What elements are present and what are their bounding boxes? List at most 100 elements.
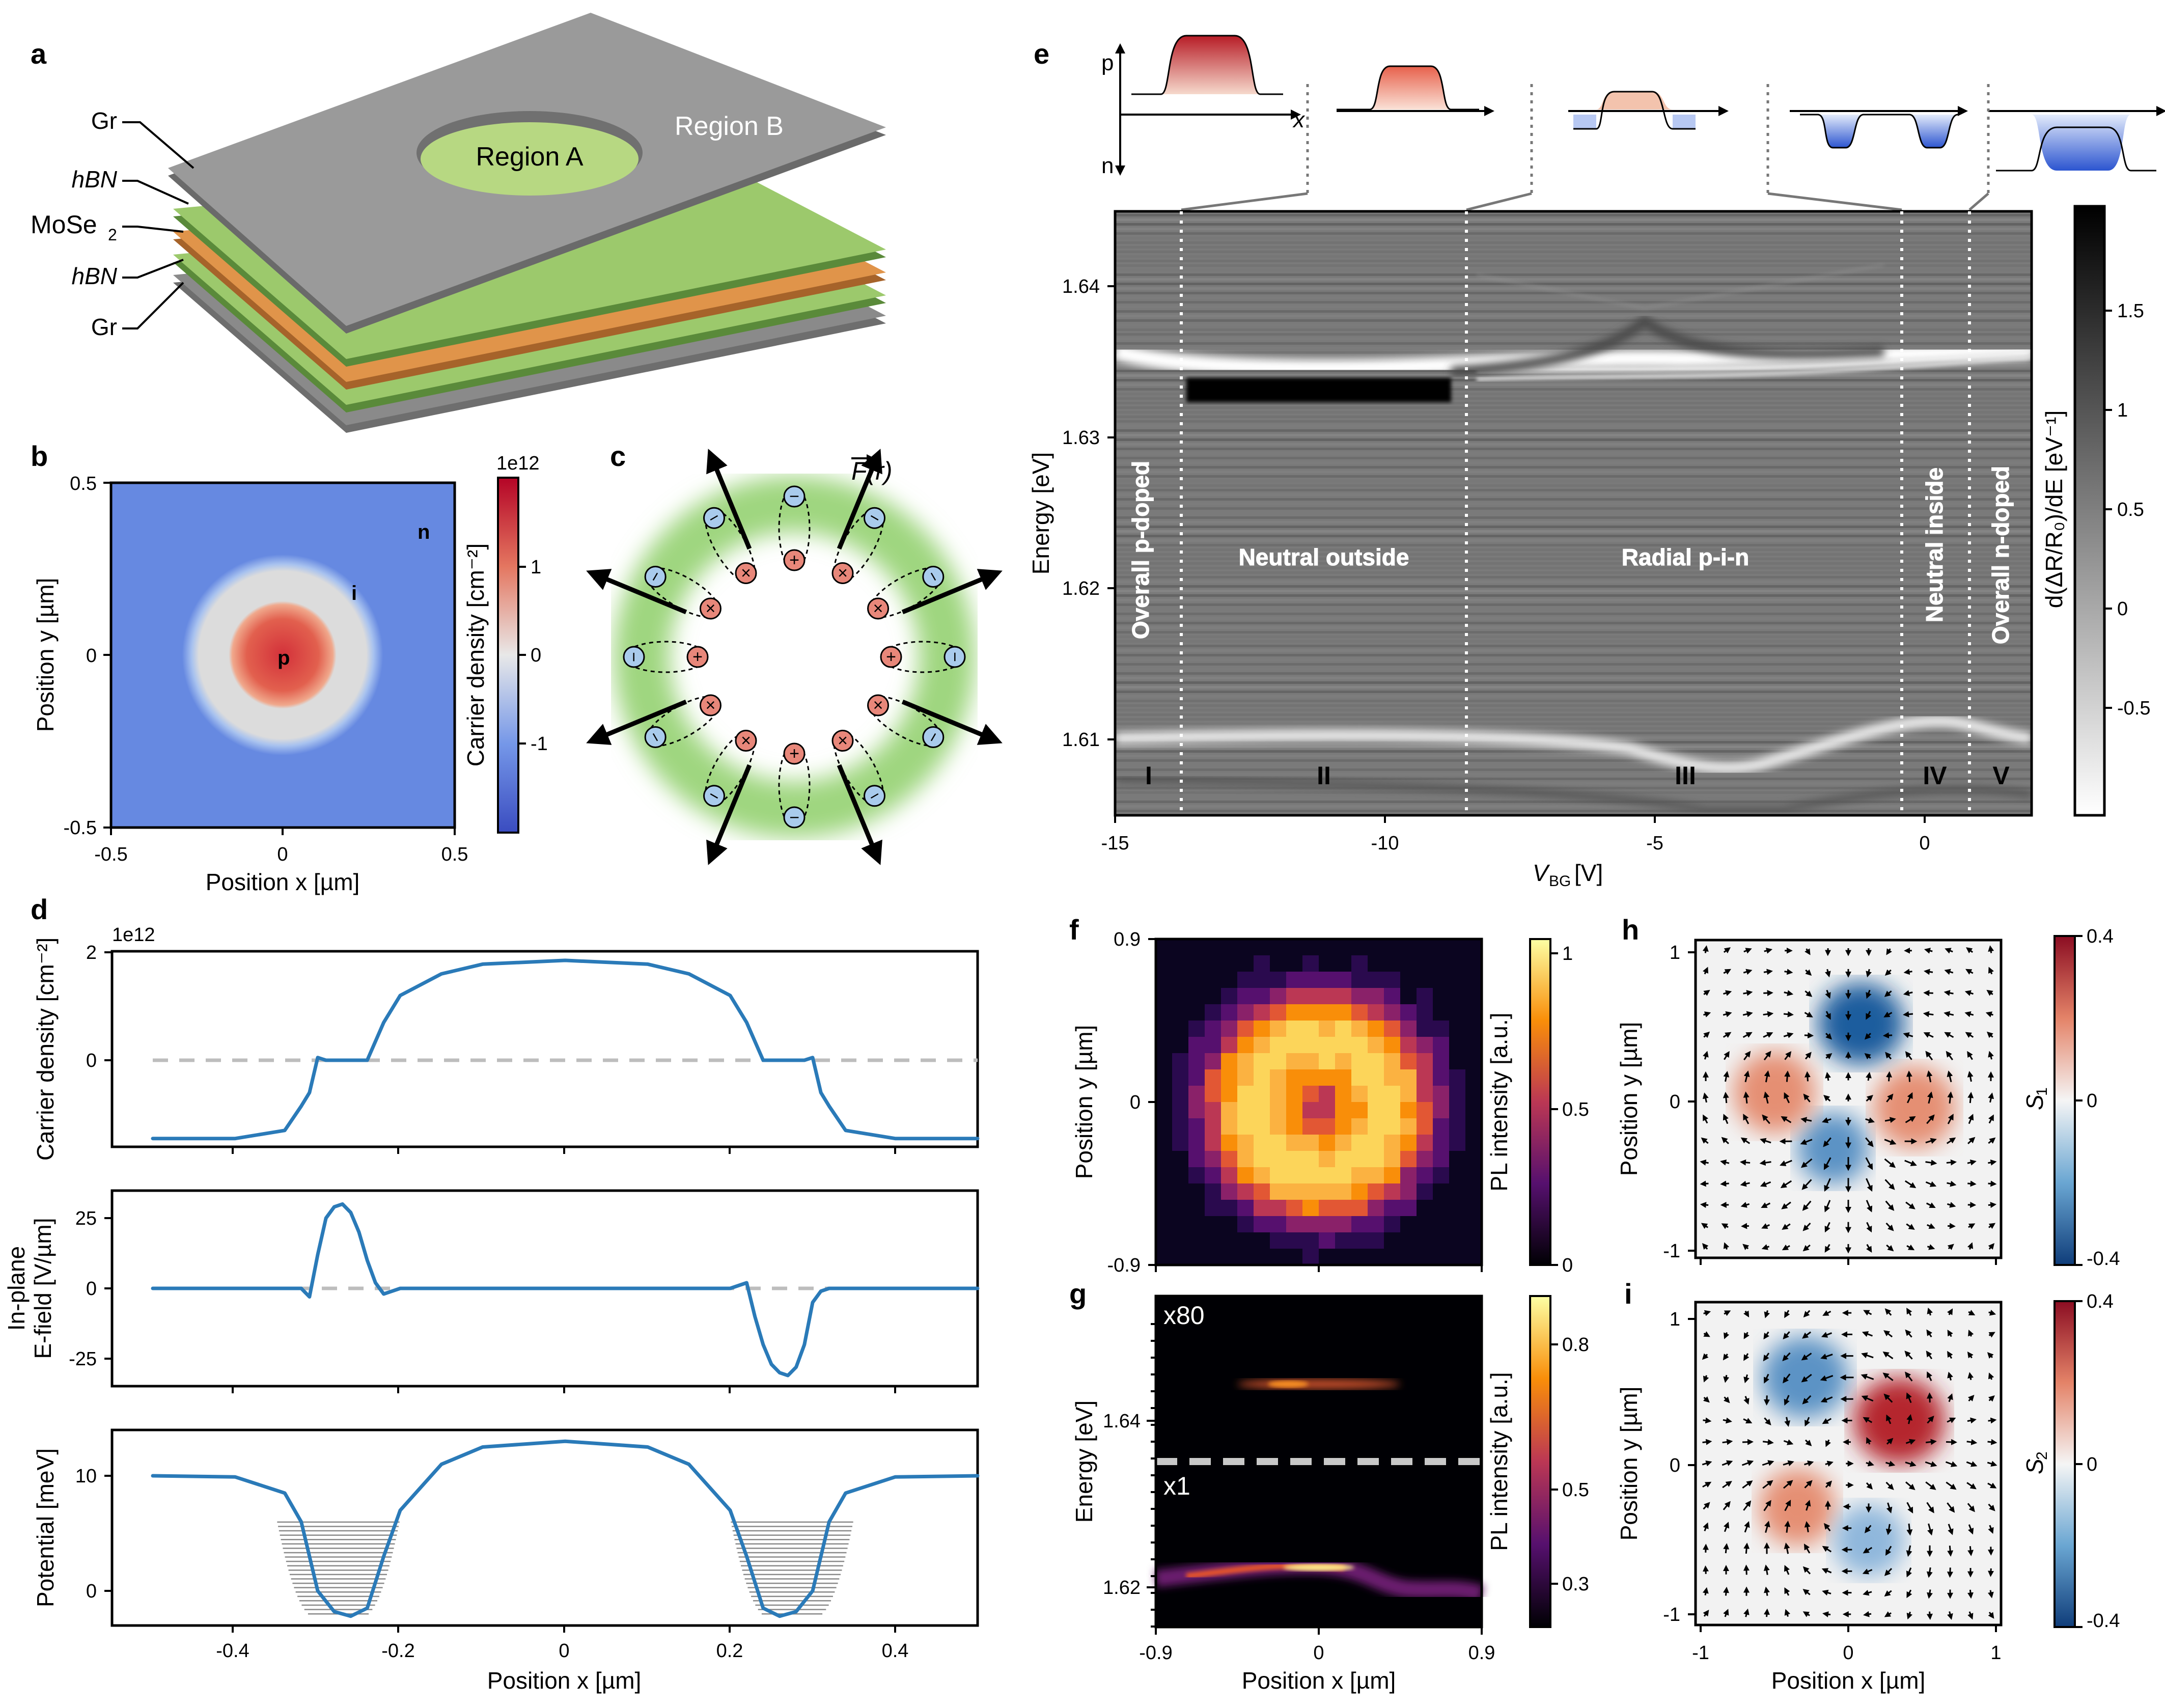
d-xtick-4: 0.4 — [882, 1640, 909, 1662]
panel-letter-a: a — [31, 38, 47, 70]
electron-charge — [703, 507, 725, 529]
d-top-exponent: 1e12 — [112, 924, 155, 946]
g-xtick-0: -0.9 — [1139, 1642, 1172, 1664]
e-region-4: Overall n-doped — [1987, 466, 2014, 644]
electron-charge — [703, 785, 725, 807]
electron-charge — [623, 646, 645, 668]
d-bot-ytick-1: 0 — [86, 1581, 97, 1602]
force-arrow — [706, 764, 752, 865]
i-cb-tick-1: 0 — [2087, 1454, 2097, 1475]
hole-charge — [735, 562, 757, 584]
panel-letter-c: c — [610, 440, 626, 472]
region-a-label: Region A — [476, 142, 583, 172]
hole-charge — [867, 597, 890, 620]
e-heatmap — [1115, 211, 2032, 815]
b-xtick-0: -0.5 — [94, 844, 127, 865]
force-arrow — [901, 699, 1003, 745]
force-arrow — [586, 699, 687, 745]
e-xtick-0: -15 — [1101, 833, 1129, 854]
e-ylabel: Energy [eV] — [1028, 452, 1054, 574]
i-xtick-2: 1 — [1990, 1642, 2001, 1664]
svg-text:F(r): F(r) — [851, 457, 893, 485]
electron-charge — [644, 726, 667, 748]
h-ytick-2: -1 — [1663, 1241, 1680, 1262]
label-gr-top: Gr — [91, 107, 117, 134]
svg-text:MoSe: MoSe — [31, 210, 97, 239]
panel-e: e p n x — [1028, 35, 2165, 890]
g-cb-label: PL intensity [a.u.] — [1486, 1372, 1512, 1551]
hole-charge — [783, 742, 806, 765]
svg-text:V: V — [1533, 860, 1550, 886]
g-xtick-2: 0.9 — [1468, 1642, 1495, 1664]
svg-text:[V]: [V] — [1574, 860, 1603, 886]
e-region-3: Neutral inside — [1921, 467, 1948, 622]
b-cb-label: Carrier density [cm⁻²] — [462, 543, 489, 766]
e-xtick-2: -5 — [1646, 833, 1663, 854]
svg-text:×: × — [873, 696, 883, 715]
b-xtick-2: 0.5 — [441, 844, 468, 865]
force-arrow — [901, 569, 1003, 615]
force-arrow — [706, 449, 752, 550]
g-cb-tick-0: 0.8 — [1562, 1334, 1589, 1356]
panel-b: b n i p -0.5 0 0.5 0.5 0 -0.5 Position x… — [31, 440, 548, 895]
e-xtick-1: -10 — [1371, 833, 1399, 854]
hole-charge — [686, 646, 709, 668]
panel-letter-i: i — [1624, 1278, 1632, 1310]
d-mid-ytick-2: -25 — [69, 1348, 97, 1370]
e-ytick-1: 1.63 — [1062, 427, 1100, 449]
panel-letter-h: h — [1622, 914, 1639, 946]
d-mid-ytick-0: 25 — [75, 1208, 97, 1229]
e-cb-tick-0: 1.5 — [2117, 300, 2144, 322]
panel-letter-e: e — [1034, 38, 1049, 70]
d-top-ytick-1: 0 — [86, 1050, 97, 1071]
f-cb-tick-2: 0 — [1562, 1255, 1573, 1276]
e-roman-1: II — [1317, 761, 1331, 790]
d-top-axes — [110, 950, 979, 1148]
g-cb-tick-2: 0.3 — [1562, 1574, 1589, 1595]
hole-charge — [831, 562, 854, 584]
i-cb-tick-2: -0.4 — [2087, 1610, 2120, 1632]
d-bot-curve — [151, 1439, 980, 1618]
e-ytick-3: 1.61 — [1062, 729, 1100, 751]
label-gr-bottom: Gr — [91, 314, 117, 340]
hole-charge — [880, 646, 902, 668]
f-cb-label: PL intensity [a.u.] — [1486, 1012, 1512, 1191]
hole-charge — [735, 730, 757, 752]
svg-text:1: 1 — [2034, 1087, 2050, 1096]
svg-text:×: × — [838, 731, 848, 751]
d-mid-ylabel-2: E-field [V/µm] — [30, 1218, 56, 1359]
exciton-dipoles: +−×−×−+ −×−×−+−×−×−+−×− ×− — [586, 449, 1003, 865]
b-ytick-2: -0.5 — [64, 817, 97, 839]
e-roman-2: III — [1675, 761, 1696, 790]
hole-charge — [867, 694, 890, 717]
e-ytick-2: 1.62 — [1062, 578, 1100, 599]
g-colorbar — [1529, 1295, 1551, 1628]
f-cb-tick-1: 0.5 — [1562, 1099, 1589, 1120]
h-colorbar — [2053, 935, 2076, 1266]
i-ytick-2: -1 — [1663, 1604, 1680, 1626]
d-mid-curve — [151, 1202, 980, 1378]
f-ylabel: Position y [µm] — [1071, 1025, 1097, 1179]
i-ytick-0: 1 — [1670, 1309, 1680, 1330]
panel-h: h 1 0 -1 Position y [µm] 0.4 0 -0.4 S 1 — [1616, 914, 2120, 1270]
b-xlabel: Position x [µm] — [206, 869, 360, 895]
zone-n-label: n — [418, 521, 430, 543]
panel-g: g x80 x1 1.64 1.62 -0.9 0 0.9 Position x… — [1069, 1278, 1589, 1694]
h-cb-label: S 1 — [2021, 1087, 2050, 1110]
svg-text:×: × — [838, 563, 848, 583]
i-cb-tick-0: 0.4 — [2087, 1291, 2114, 1312]
e-region-1: Neutral outside — [1239, 544, 1409, 570]
svg-text:+: + — [789, 550, 799, 570]
b-xtick-1: 0 — [277, 844, 288, 865]
i-cb-label: S 2 — [2021, 1451, 2050, 1474]
i-ylabel: Position y [µm] — [1616, 1387, 1642, 1541]
f-ytick-1: 0 — [1130, 1092, 1141, 1113]
i-colorbar — [2053, 1300, 2076, 1628]
electron-charge — [864, 507, 885, 529]
svg-text:−: − — [945, 652, 964, 662]
e-ytick-0: 1.64 — [1062, 276, 1100, 297]
hole-charge — [783, 549, 806, 571]
svg-text:×: × — [873, 599, 883, 618]
d-xtick-1: -0.2 — [381, 1640, 414, 1662]
